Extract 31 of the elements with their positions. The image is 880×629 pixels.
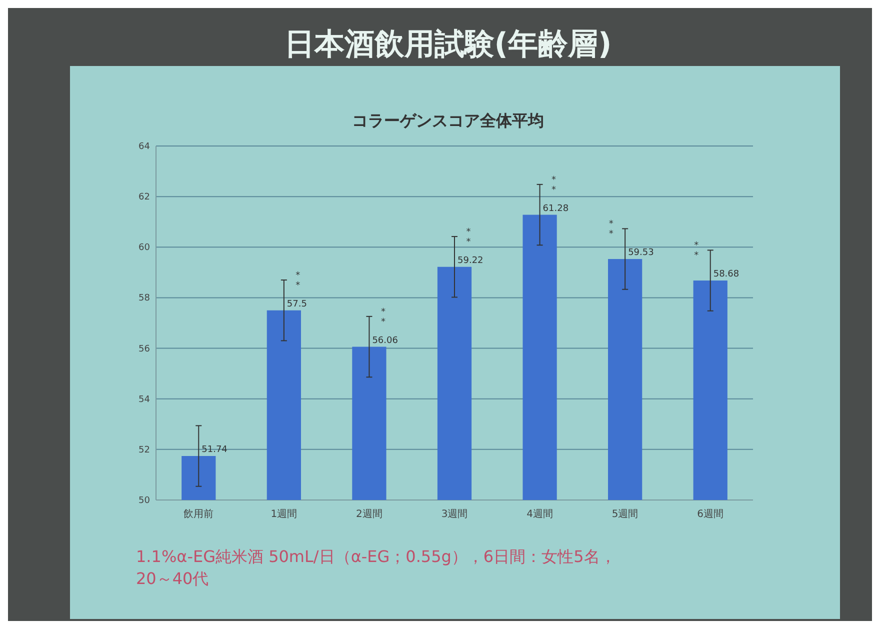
data-label: 57.5 [286,299,307,310]
y-tick-label: 60 [138,243,150,254]
data-label: 61.28 [542,204,569,214]
x-tick-label: 3週間 [441,509,468,520]
annotation: ** [466,228,472,248]
data-label: 59.22 [458,256,484,266]
y-tick-label: 54 [138,394,150,405]
annotation: ** [694,241,700,262]
x-tick-label: 5週間 [612,509,638,520]
data-label: 58.68 [713,270,740,280]
chart-title: 日本酒飲用試験(年齢層) [284,27,612,62]
data-label: 56.06 [372,336,398,346]
x-tick-label: 4週間 [526,509,553,520]
y-tick-label: 64 [138,142,150,152]
data-label: 59.53 [628,248,654,258]
annotation: ** [608,220,614,240]
annotation: ** [380,307,386,328]
text: 1.1%α-EG純米酒 50mL/日（α-EG；0.55g），6日間：女性5名， 20～40代 [136,547,616,588]
annotation: ** [296,271,301,292]
y-tick-label: 58 [138,294,150,304]
chart-subtitle: コラーゲンスコア全体平均 [352,111,544,130]
y-tick-label: 52 [138,445,150,456]
x-tick-label: 1週間 [270,509,298,520]
data-label: 51.74 [202,445,228,456]
y-tick-label: 50 [138,496,150,506]
y-tick-label: 62 [138,192,150,203]
x-tick-label: 飲用前 [184,508,214,520]
x-tick-label: 6週間 [697,509,724,520]
x-tick-label: 2週間 [356,509,382,520]
y-tick-label: 56 [138,344,150,354]
annotation: ** [552,175,557,196]
